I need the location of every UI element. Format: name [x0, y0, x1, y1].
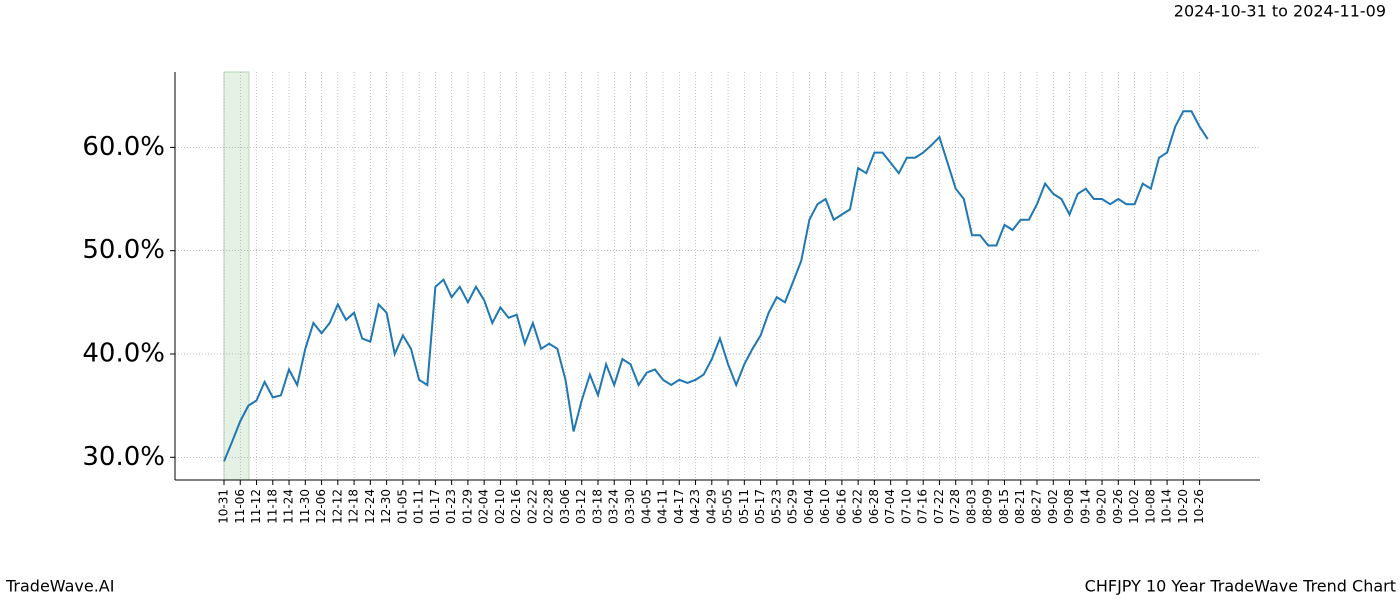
x-tick-label: 12-12 — [330, 489, 344, 524]
x-tick-label: 12-06 — [314, 489, 328, 524]
x-tick-label: 10-26 — [1192, 489, 1206, 524]
highlight-band — [223, 71, 250, 481]
x-tick-label: 04-11 — [656, 489, 670, 524]
x-tick-label: 05-11 — [737, 489, 751, 524]
x-tick-label: 04-17 — [672, 489, 686, 524]
x-tick-label: 05-05 — [721, 489, 735, 524]
x-tick-label: 01-05 — [395, 489, 409, 524]
x-tick-label: 11-06 — [233, 489, 247, 524]
grid — [175, 72, 1260, 480]
x-tick-label: 02-04 — [477, 489, 491, 524]
x-tick-label: 02-22 — [525, 489, 539, 524]
x-tick-label: 07-28 — [948, 489, 962, 524]
x-tick-label: 01-23 — [444, 489, 458, 524]
x-tick-label: 06-04 — [802, 489, 816, 524]
x-tick-label: 07-04 — [883, 489, 897, 524]
y-tick-label: 40.0% — [82, 338, 165, 368]
x-tick-label: 11-12 — [249, 489, 263, 524]
x-tick-label: 07-16 — [916, 489, 930, 524]
x-tick-label: 11-24 — [282, 489, 296, 524]
x-tick-label: 06-10 — [818, 489, 832, 524]
plot — [223, 110, 1209, 462]
x-tick-label: 02-10 — [493, 489, 507, 524]
x-tick-label: 01-11 — [412, 489, 426, 524]
x-tick-label: 10-31 — [217, 489, 231, 524]
x-tick-label: 04-23 — [688, 489, 702, 524]
x-tick-label: 12-30 — [379, 489, 393, 524]
x-tick-label: 08-09 — [981, 489, 995, 524]
x-tick-label: 07-22 — [932, 489, 946, 524]
x-tick-label: 10-02 — [1127, 489, 1141, 524]
x-tick-label: 10-14 — [1160, 489, 1174, 524]
x-tick-label: 09-20 — [1095, 489, 1109, 524]
x-tick-label: 04-05 — [639, 489, 653, 524]
x-tick-label: 11-30 — [298, 489, 312, 524]
x-tick-label: 02-16 — [509, 489, 523, 524]
y-tick-label: 60.0% — [82, 132, 165, 162]
x-tick-label: 08-27 — [1030, 489, 1044, 524]
y-tick-label: 30.0% — [82, 442, 165, 472]
x-tick-label: 03-12 — [574, 489, 588, 524]
x-tick-label: 05-29 — [786, 489, 800, 524]
x-tick-label: 06-28 — [867, 489, 881, 524]
x-tick-label: 12-24 — [363, 489, 377, 524]
chart-title: CHFJPY 10 Year TradeWave Trend Chart — [1085, 577, 1396, 596]
x-tick-label: 06-22 — [851, 489, 865, 524]
x-tick-label: 09-14 — [1078, 489, 1092, 524]
x-tick-label: 08-15 — [997, 489, 1011, 524]
x-tick-label: 04-29 — [704, 489, 718, 524]
x-tick-label: 09-08 — [1062, 489, 1076, 524]
x-tick-label: 03-24 — [607, 489, 621, 524]
x-tick-label: 09-26 — [1111, 489, 1125, 524]
x-tick-label: 10-08 — [1143, 489, 1157, 524]
x-tick-label: 08-21 — [1013, 489, 1027, 524]
x-tick-label: 05-23 — [769, 489, 783, 524]
line — [223, 110, 1209, 462]
x-tick-label: 03-30 — [623, 489, 637, 524]
brand: TradeWave.AI — [5, 577, 114, 596]
chart-subtitle: 2024-10-31 to 2024-11-09 — [1174, 2, 1386, 21]
x-tick-label: 01-17 — [428, 489, 442, 524]
x-tick-label: 01-29 — [460, 489, 474, 524]
x-tick-label: 02-28 — [542, 489, 556, 524]
x-tick-label: 03-18 — [590, 489, 604, 524]
y-tick-label: 50.0% — [82, 235, 165, 265]
x-tick-label: 05-17 — [753, 489, 767, 524]
x-tick-label: 08-03 — [964, 489, 978, 524]
x-tick-label: 09-02 — [1046, 489, 1060, 524]
x-tick-label: 06-16 — [834, 489, 848, 524]
x-tick-label: 10-20 — [1176, 489, 1190, 524]
x-tick-label: 11-18 — [265, 489, 279, 524]
x-tick-label: 07-10 — [899, 489, 913, 524]
x-tick-label: 03-06 — [558, 489, 572, 524]
x-tick-label: 12-18 — [347, 489, 361, 524]
